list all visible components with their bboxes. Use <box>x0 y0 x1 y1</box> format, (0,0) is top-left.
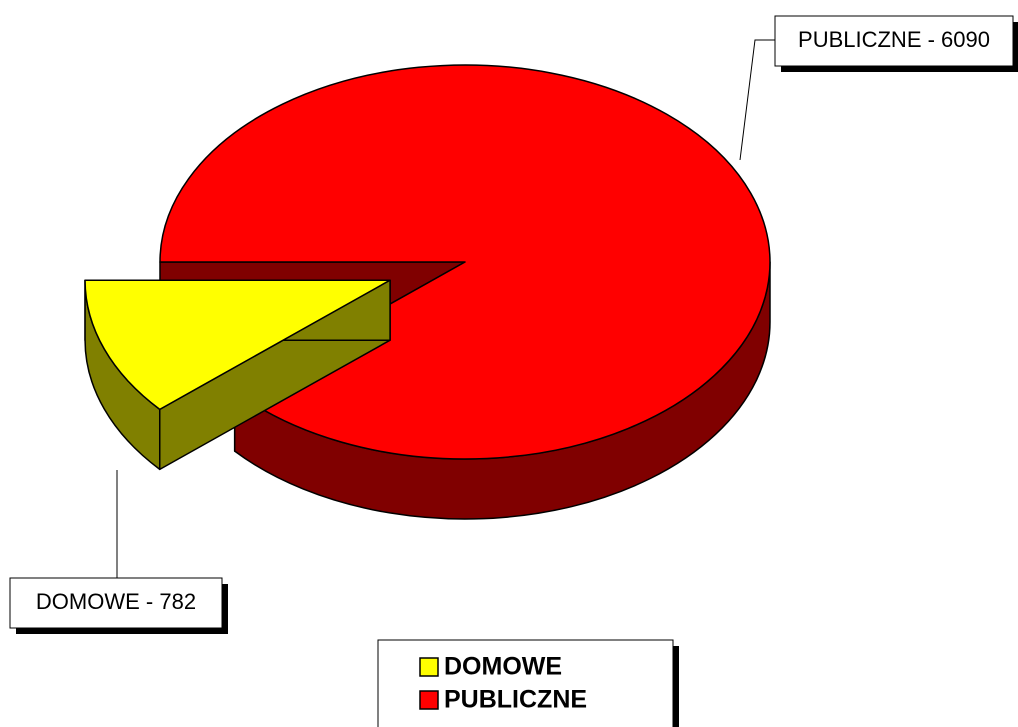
legend-swatch <box>419 690 439 710</box>
data-label: PUBLICZNE - 6090 <box>798 27 990 52</box>
legend-label: PUBLICZNE <box>444 686 587 714</box>
legend-label: DOMOWE <box>444 653 562 681</box>
leader-line <box>739 39 775 161</box>
data-label: DOMOWE - 782 <box>36 589 196 614</box>
legend-swatch <box>419 657 439 677</box>
label-box <box>9 577 223 629</box>
legend-box <box>377 639 674 727</box>
label-box <box>774 15 1014 67</box>
slice-top <box>84 279 391 411</box>
